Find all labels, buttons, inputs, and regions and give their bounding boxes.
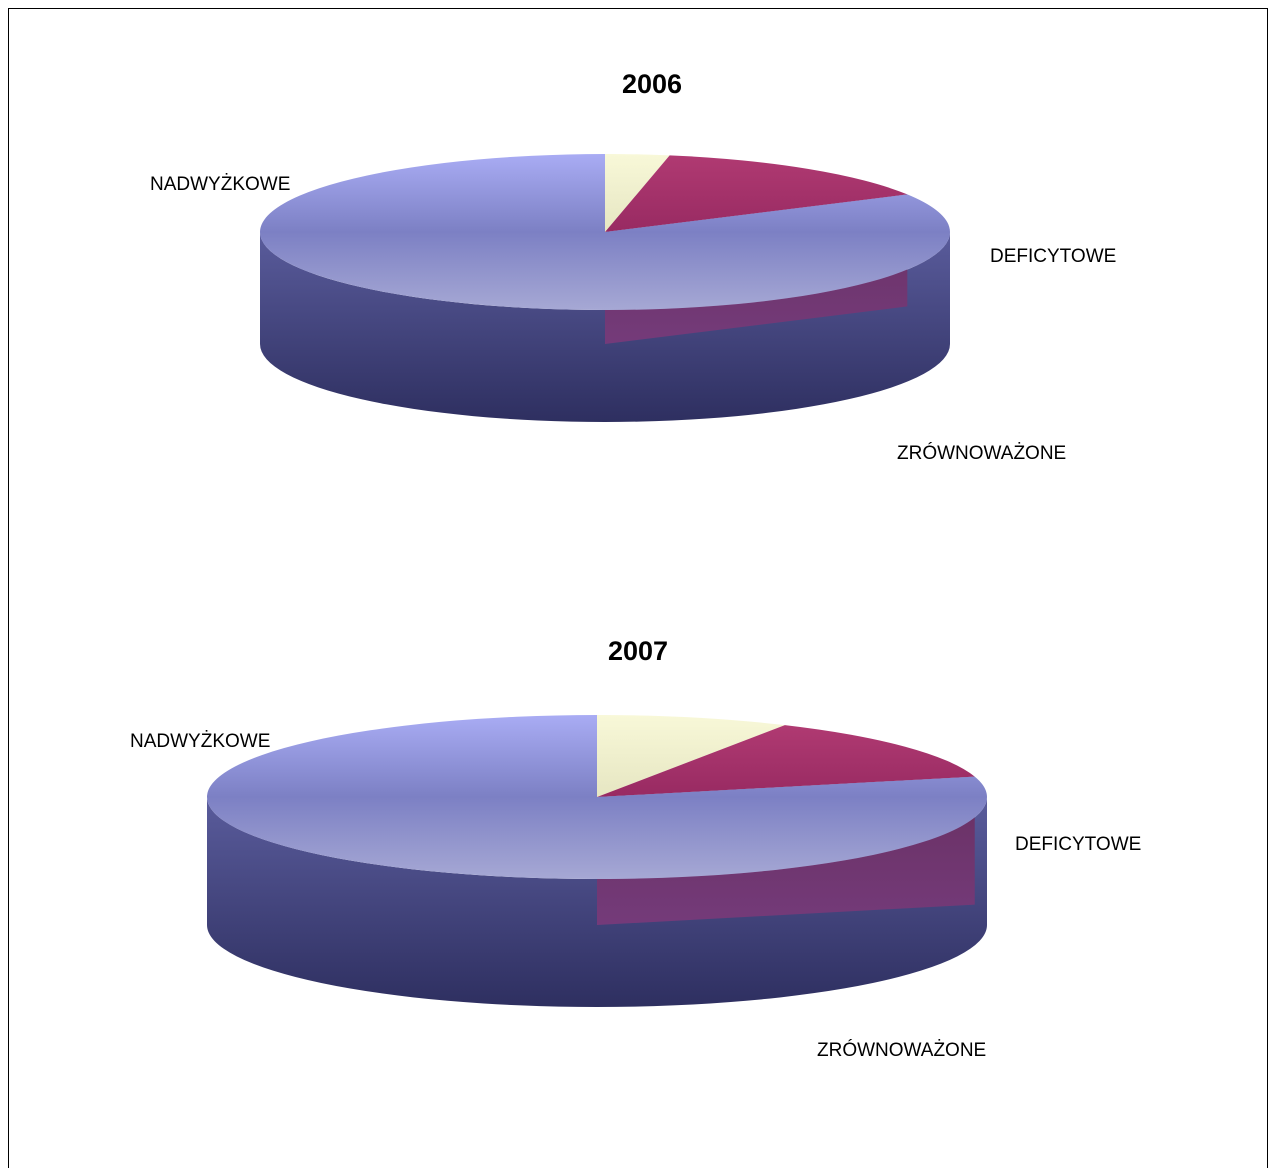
slice-nadwyżkowe <box>207 715 987 879</box>
slice-nadwyżkowe <box>260 154 950 310</box>
chart-frame <box>8 8 1268 1168</box>
slice-label: NADWYŻKOWE <box>130 731 270 752</box>
slice-label: NADWYŻKOWE <box>150 174 290 195</box>
slice-label: ZRÓWNOWAŻONE <box>817 1039 986 1061</box>
chart-title: 2007 <box>608 636 668 666</box>
slice-zrównoważone <box>597 725 975 797</box>
slice-deficytowe <box>605 154 670 232</box>
slice-label: DEFICYTOWE <box>1015 834 1141 855</box>
chart-title: 2006 <box>622 69 682 99</box>
slice-label: DEFICYTOWE <box>990 246 1116 267</box>
slice-zrównoważone <box>605 155 908 232</box>
slice-deficytowe <box>597 715 785 797</box>
pie-chart-2006: 2006 NADWYŻKOWE DEFICYTOWE ZRÓWNOWAŻONE <box>150 69 1116 464</box>
slice-label: ZRÓWNOWAŻONE <box>897 442 1066 464</box>
pie-chart-2007: 2007 NADWYŻKOWE DEFICYTOWE ZRÓWNOWAŻONE <box>130 636 1141 1061</box>
